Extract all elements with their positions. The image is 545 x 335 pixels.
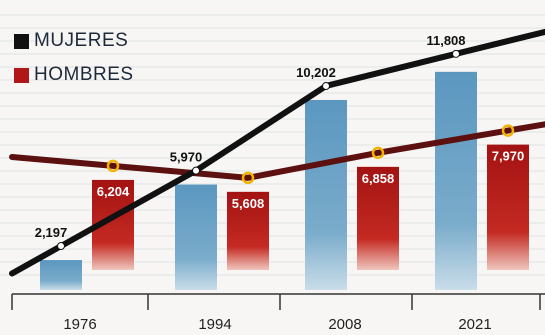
bar-mujeres-1976: [40, 260, 82, 290]
data-labels: 2,197 5,970 10,202 11,808 6,204 5,608 6,858 7,9…: [35, 33, 525, 251]
point-mujeres-2008: [322, 81, 330, 90]
legend-label-hombres: HOMBRES: [34, 64, 134, 85]
point-hombres-2008: [371, 146, 385, 160]
point-mujeres-1994: [192, 166, 200, 175]
bar-hombres-2008: [357, 166, 399, 270]
point-hombres-1994: [241, 171, 255, 185]
label-mujeres-2021: 11,808: [426, 33, 465, 48]
label-hombres-1994: 5,608: [232, 196, 265, 211]
label-mujeres-1976: 2,197: [35, 225, 68, 240]
label-mujeres-2008: 10,202: [296, 65, 336, 80]
legend-swatch-mujeres: [14, 33, 29, 49]
point-hombres-1976: [106, 159, 120, 173]
bar-hombres-2021: [487, 144, 529, 270]
bar-hombres-1994: [227, 191, 269, 270]
bar-mujeres-2021: [435, 71, 477, 290]
point-mujeres-2021: [452, 49, 460, 58]
label-hombres-2021: 7,970: [492, 149, 525, 164]
bars: [40, 71, 529, 291]
legend-item-mujeres: MUJERES: [14, 30, 128, 52]
tick-label-1994: 1994: [198, 316, 231, 333]
legend-label-mujeres: MUJERES: [34, 30, 129, 51]
x-axis: 1976 1994 2008 2021: [11, 293, 545, 333]
line-mujeres: [9, 28, 545, 277]
label-mujeres-1994: 5,970: [170, 150, 203, 165]
label-hombres-2008: 6,858: [362, 171, 395, 186]
bar-mujeres-2008: [305, 99, 347, 291]
tick-label-2008: 2008: [328, 316, 361, 333]
legend-swatch-hombres: [14, 67, 29, 83]
tick-label-2021: 2021: [458, 316, 491, 333]
label-hombres-1976: 6,204: [97, 184, 130, 199]
point-hombres-2021: [501, 124, 515, 137]
trend-lines: [9, 28, 545, 277]
tick-label-1976: 1976: [63, 316, 96, 333]
line-hombres: [9, 121, 545, 181]
bar-mujeres-1994: [175, 184, 217, 290]
legend-item-hombres: HOMBRES: [14, 64, 134, 86]
point-mujeres-1976: [57, 242, 65, 251]
